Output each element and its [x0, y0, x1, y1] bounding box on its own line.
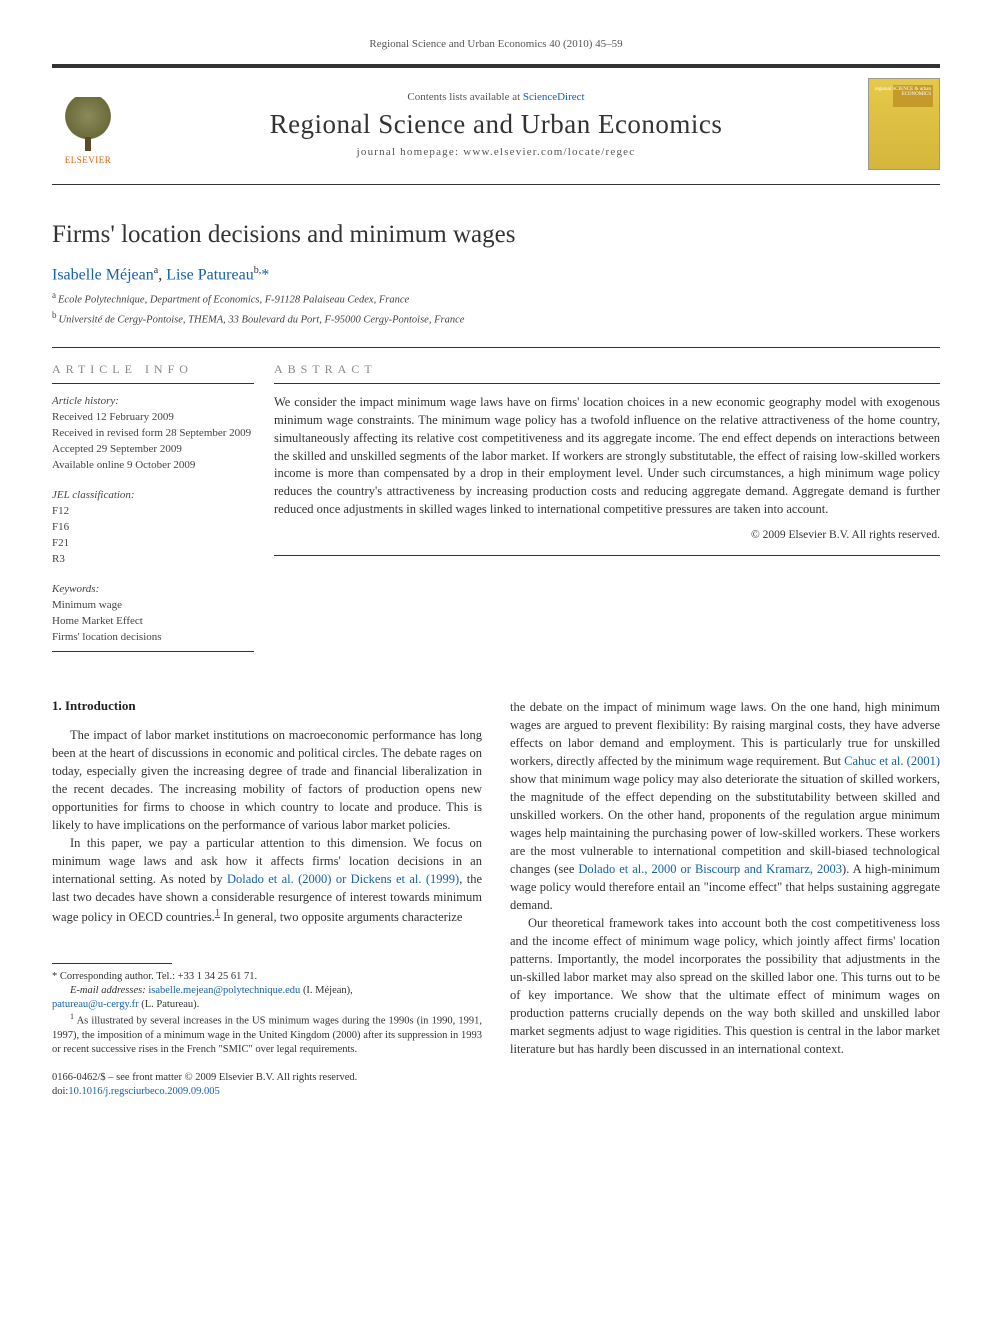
page: Regional Science and Urban Economics 40 … [0, 0, 992, 1129]
doi-link[interactable]: 10.1016/j.regsciurbeco.2009.09.005 [68, 1086, 219, 1097]
intro-p2c: In general, two opposite arguments chara… [220, 911, 462, 925]
publisher-logo-label: ELSEVIER [65, 155, 112, 165]
cite-dolado-dickens[interactable]: Dolado et al. (2000) or Dickens et al. (… [227, 872, 459, 886]
intro-p2: In this paper, we pay a particular atten… [52, 834, 482, 926]
abstract-text: We consider the impact minimum wage laws… [274, 394, 940, 518]
history-line-2: Received in revised form 28 September 20… [52, 426, 254, 442]
jel-1: F12 [52, 504, 254, 520]
keywords-block: Keywords: Minimum wage Home Market Effec… [52, 582, 254, 646]
doi-block: 0166-0462/$ – see front matter © 2009 El… [52, 1071, 482, 1099]
homepage-prefix: journal homepage: [357, 146, 464, 158]
abstract-copyright: © 2009 Elsevier B.V. All rights reserved… [274, 529, 940, 541]
history-line-1: Received 12 February 2009 [52, 410, 254, 426]
email-line: E-mail addresses: isabelle.mejean@polyte… [52, 984, 482, 998]
footnotes-block: * Corresponding author. Tel.: +33 1 34 2… [52, 970, 482, 1058]
contents-prefix: Contents lists available at [407, 91, 522, 103]
footnote-1: 1 As illustrated by several increases in… [52, 1012, 482, 1057]
sciencedirect-link[interactable]: ScienceDirect [523, 91, 585, 103]
kw-1: Minimum wage [52, 598, 254, 614]
contents-available-line: Contents lists available at ScienceDirec… [124, 91, 868, 103]
corresponding-author-star[interactable]: * [261, 266, 269, 283]
abstract-bottom-rule [274, 555, 940, 556]
banner-center: Contents lists available at ScienceDirec… [124, 91, 868, 158]
col2-p1: the debate on the impact of minimum wage… [510, 698, 940, 914]
journal-banner: ELSEVIER Contents lists available at Sci… [52, 64, 940, 185]
journal-name: Regional Science and Urban Economics [124, 109, 868, 140]
front-matter-line: 0166-0462/$ – see front matter © 2009 El… [52, 1071, 482, 1085]
author-sep: , [158, 266, 166, 283]
jel-block: JEL classification: F12 F16 F21 R3 [52, 488, 254, 568]
footnote-separator [52, 963, 172, 964]
cite-cahuc[interactable]: Cahuc et al. (2001) [844, 754, 940, 768]
homepage-url: www.elsevier.com/locate/regec [463, 146, 635, 158]
abstract-column: abstract We consider the impact minimum … [274, 348, 940, 652]
jel-4: R3 [52, 552, 254, 568]
cite-dolado-biscourp[interactable]: Dolado et al., 2000 or Biscourp and Kram… [578, 862, 842, 876]
journal-homepage-line: journal homepage: www.elsevier.com/locat… [124, 146, 868, 158]
section-1-heading: 1. Introduction [52, 698, 482, 714]
col2-p2: Our theoretical framework takes into acc… [510, 914, 940, 1058]
jel-2: F16 [52, 520, 254, 536]
email-2-who: (L. Patureau). [139, 999, 200, 1010]
info-abstract-row: article info Article history: Received 1… [52, 347, 940, 652]
author-1-link[interactable]: Isabelle Méjean [52, 266, 154, 283]
aff-a-sup: a [52, 290, 56, 300]
abstract-heading: abstract [274, 362, 940, 384]
email-label: E-mail addresses: [70, 985, 148, 996]
article-history-block: Article history: Received 12 February 20… [52, 394, 254, 474]
body-col-1: 1. Introduction The impact of labor mark… [52, 698, 482, 1099]
aff-b-text: Université de Cergy-Pontoise, THEMA, 33 … [59, 314, 465, 325]
affiliation-b: bUniversité de Cergy-Pontoise, THEMA, 33… [52, 310, 940, 326]
email-1-link[interactable]: isabelle.mejean@polytechnique.edu [148, 985, 300, 996]
kw-3: Firms' location decisions [52, 630, 254, 646]
journal-cover-thumbnail: regional SCIENCE & urban ECONOMICS [868, 78, 940, 170]
history-line-4: Available online 9 October 2009 [52, 458, 254, 474]
elsevier-tree-icon [64, 97, 112, 145]
aff-b-sup: b [52, 310, 57, 320]
author-2-link[interactable]: Lise Patureau [166, 266, 254, 283]
doi-prefix: doi: [52, 1086, 68, 1097]
article-info-heading: article info [52, 362, 254, 384]
email-line-2: patureau@u-cergy.fr (L. Patureau). [52, 998, 482, 1012]
email-2-link[interactable]: patureau@u-cergy.fr [52, 999, 139, 1010]
info-bottom-rule [52, 651, 254, 652]
history-line-3: Accepted 29 September 2009 [52, 442, 254, 458]
publisher-logo: ELSEVIER [52, 83, 124, 165]
authors-line: Isabelle Méjeana, Lise Patureaub,* [52, 265, 940, 284]
intro-p1: The impact of labor market institutions … [52, 726, 482, 834]
doi-line: doi:10.1016/j.regsciurbeco.2009.09.005 [52, 1085, 482, 1099]
article-info-column: article info Article history: Received 1… [52, 348, 274, 652]
aff-a-text: Ecole Polytechnique, Department of Econo… [58, 295, 409, 306]
history-label: Article history: [52, 394, 254, 410]
kw-2: Home Market Effect [52, 614, 254, 630]
keywords-label: Keywords: [52, 582, 254, 598]
body-two-column: 1. Introduction The impact of labor mark… [52, 698, 940, 1099]
corresponding-author-note: * Corresponding author. Tel.: +33 1 34 2… [52, 970, 482, 984]
cover-text: regional SCIENCE & urban ECONOMICS [869, 87, 931, 97]
article-title: Firms' location decisions and minimum wa… [52, 221, 940, 249]
body-col-2: the debate on the impact of minimum wage… [510, 698, 940, 1099]
running-head: Regional Science and Urban Economics 40 … [52, 38, 940, 50]
footnote-1-text: As illustrated by several increases in t… [52, 1016, 482, 1055]
col2-p1b: show that minimum wage policy may also d… [510, 772, 940, 876]
jel-label: JEL classification: [52, 488, 254, 504]
affiliation-a: aEcole Polytechnique, Department of Econ… [52, 290, 940, 306]
email-1-who: (I. Méjean), [300, 985, 352, 996]
jel-3: F21 [52, 536, 254, 552]
